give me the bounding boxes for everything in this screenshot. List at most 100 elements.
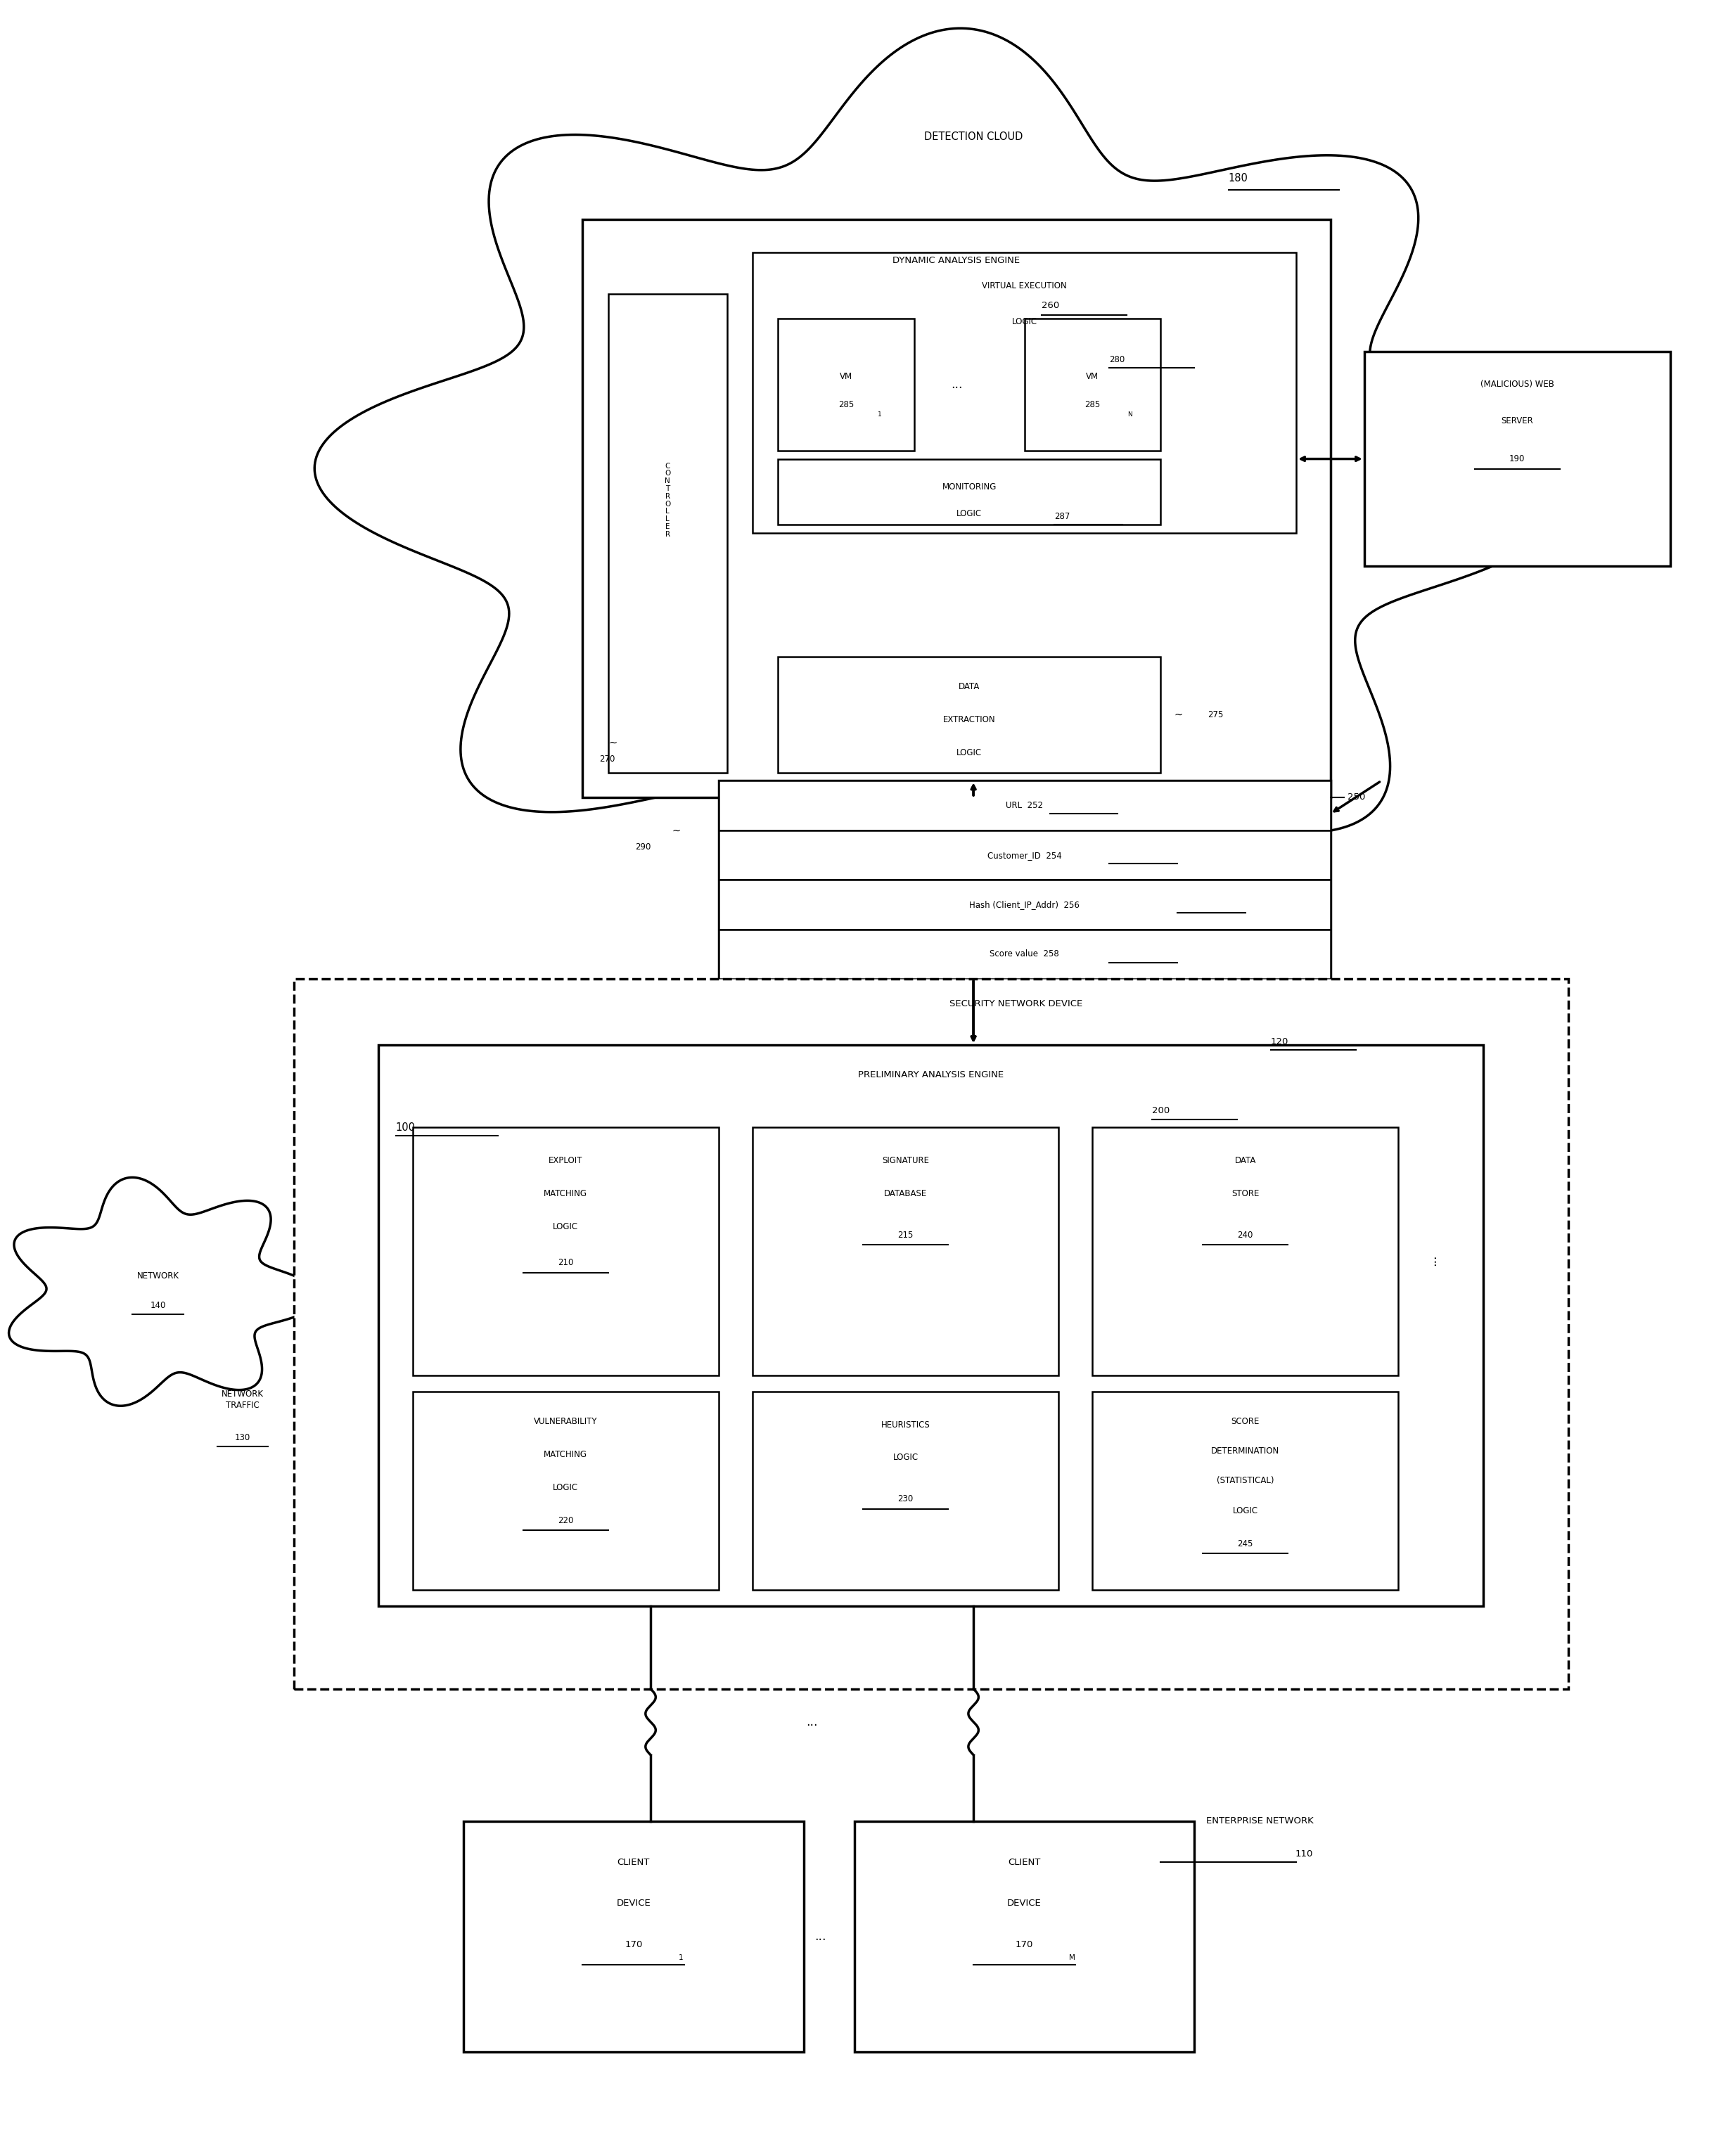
Text: M: M [1068, 1955, 1075, 1962]
Text: NETWORK: NETWORK [137, 1272, 179, 1281]
Text: LOGIC: LOGIC [1232, 1507, 1258, 1516]
Text: 140: 140 [150, 1302, 166, 1311]
FancyBboxPatch shape [412, 1391, 718, 1589]
Text: MATCHING: MATCHING [543, 1449, 588, 1460]
FancyBboxPatch shape [854, 1822, 1195, 2053]
Text: C
O
N
T
R
O
L
L
E
R: C O N T R O L L E R [665, 464, 670, 537]
Text: 200: 200 [1152, 1106, 1169, 1115]
FancyBboxPatch shape [752, 1391, 1058, 1589]
FancyBboxPatch shape [294, 979, 1569, 1688]
FancyBboxPatch shape [778, 319, 914, 451]
Text: MONITORING: MONITORING [942, 483, 996, 492]
Text: 110: 110 [1295, 1850, 1313, 1858]
Text: VM: VM [839, 371, 853, 382]
Text: 170: 170 [625, 1940, 643, 1949]
Text: 180: 180 [1229, 172, 1248, 183]
Text: 275: 275 [1208, 709, 1224, 720]
Text: VM: VM [1085, 371, 1099, 382]
FancyBboxPatch shape [718, 780, 1330, 830]
Text: STORE: STORE [1232, 1188, 1260, 1199]
Text: CLIENT: CLIENT [1008, 1858, 1041, 1867]
Text: 100: 100 [396, 1123, 415, 1132]
Text: 1: 1 [878, 412, 882, 418]
Text: 220: 220 [557, 1516, 574, 1524]
Text: 1: 1 [678, 1955, 684, 1962]
Text: VIRTUAL EXECUTION: VIRTUAL EXECUTION [983, 280, 1066, 291]
Text: 215: 215 [897, 1231, 913, 1240]
Text: DATABASE: DATABASE [884, 1188, 926, 1199]
Text: Customer_ID  254: Customer_ID 254 [988, 852, 1061, 860]
Text: 245: 245 [1237, 1539, 1253, 1548]
Text: LOGIC: LOGIC [957, 748, 983, 757]
FancyBboxPatch shape [752, 252, 1297, 533]
Text: DYNAMIC ANALYSIS ENGINE: DYNAMIC ANALYSIS ENGINE [892, 257, 1020, 265]
Text: DEVICE: DEVICE [617, 1899, 651, 1908]
Text: EXPLOIT: EXPLOIT [549, 1156, 583, 1164]
FancyBboxPatch shape [752, 1128, 1058, 1376]
Text: HEURISTICS: HEURISTICS [880, 1421, 930, 1429]
Text: SIGNATURE: SIGNATURE [882, 1156, 930, 1164]
Text: DEVICE: DEVICE [1007, 1899, 1041, 1908]
Text: 287: 287 [1054, 513, 1070, 522]
FancyBboxPatch shape [412, 1128, 718, 1376]
Text: LOGIC: LOGIC [957, 509, 983, 517]
Text: URL  252: URL 252 [1007, 802, 1042, 811]
Text: ...: ... [815, 1930, 827, 1943]
FancyBboxPatch shape [608, 293, 726, 772]
Polygon shape [9, 1177, 318, 1406]
Text: Hash (Client_IP_Addr)  256: Hash (Client_IP_Addr) 256 [969, 899, 1080, 910]
Text: ...: ... [1425, 1255, 1439, 1266]
FancyBboxPatch shape [718, 830, 1330, 880]
FancyBboxPatch shape [718, 929, 1330, 979]
FancyBboxPatch shape [379, 1046, 1483, 1606]
Text: Score value  258: Score value 258 [990, 949, 1060, 959]
Text: 280: 280 [1109, 356, 1125, 364]
Text: ENTERPRISE NETWORK: ENTERPRISE NETWORK [1207, 1815, 1313, 1826]
FancyBboxPatch shape [778, 658, 1160, 772]
FancyBboxPatch shape [1024, 319, 1160, 451]
Text: ...: ... [807, 1716, 819, 1729]
Text: SECURITY NETWORK DEVICE: SECURITY NETWORK DEVICE [950, 998, 1082, 1009]
Text: SERVER: SERVER [1501, 416, 1533, 425]
Text: LOGIC: LOGIC [892, 1453, 918, 1462]
Text: DATA: DATA [1234, 1156, 1256, 1164]
Text: MATCHING: MATCHING [543, 1188, 588, 1199]
Text: VULNERABILITY: VULNERABILITY [533, 1416, 598, 1425]
Text: 285: 285 [837, 399, 854, 410]
Text: (STATISTICAL): (STATISTICAL) [1217, 1477, 1273, 1485]
FancyBboxPatch shape [1092, 1391, 1398, 1589]
Text: DETERMINATION: DETERMINATION [1212, 1447, 1280, 1455]
Text: ~: ~ [672, 826, 680, 837]
Text: ...: ... [950, 377, 962, 390]
Text: EXTRACTION: EXTRACTION [943, 716, 995, 724]
Text: CLIENT: CLIENT [617, 1858, 649, 1867]
Text: N: N [1128, 412, 1131, 418]
Text: LOGIC: LOGIC [554, 1483, 578, 1492]
Text: 250: 250 [1347, 793, 1365, 802]
Text: 120: 120 [1271, 1037, 1289, 1046]
FancyBboxPatch shape [718, 880, 1330, 929]
Text: 130: 130 [234, 1434, 251, 1442]
Polygon shape [314, 28, 1564, 940]
Text: 210: 210 [557, 1259, 574, 1268]
FancyBboxPatch shape [1092, 1128, 1398, 1376]
Text: 240: 240 [1237, 1231, 1253, 1240]
Text: DETECTION CLOUD: DETECTION CLOUD [925, 132, 1022, 142]
Text: (MALICIOUS) WEB: (MALICIOUS) WEB [1480, 379, 1553, 390]
Text: LOGIC: LOGIC [1012, 317, 1037, 326]
FancyBboxPatch shape [778, 459, 1160, 524]
Text: 260: 260 [1041, 302, 1060, 310]
Text: 190: 190 [1509, 455, 1524, 464]
FancyBboxPatch shape [1364, 351, 1670, 567]
Text: 270: 270 [600, 755, 615, 763]
Text: ~: ~ [1174, 709, 1183, 720]
Text: 290: 290 [634, 843, 651, 852]
Text: 230: 230 [897, 1494, 913, 1503]
FancyBboxPatch shape [583, 220, 1330, 798]
Text: ~: ~ [608, 737, 617, 748]
Text: NETWORK
TRAFFIC: NETWORK TRAFFIC [222, 1391, 263, 1410]
Text: 285: 285 [1085, 399, 1101, 410]
Text: DATA: DATA [959, 681, 979, 692]
FancyBboxPatch shape [463, 1822, 803, 2053]
Text: 170: 170 [1015, 1940, 1034, 1949]
